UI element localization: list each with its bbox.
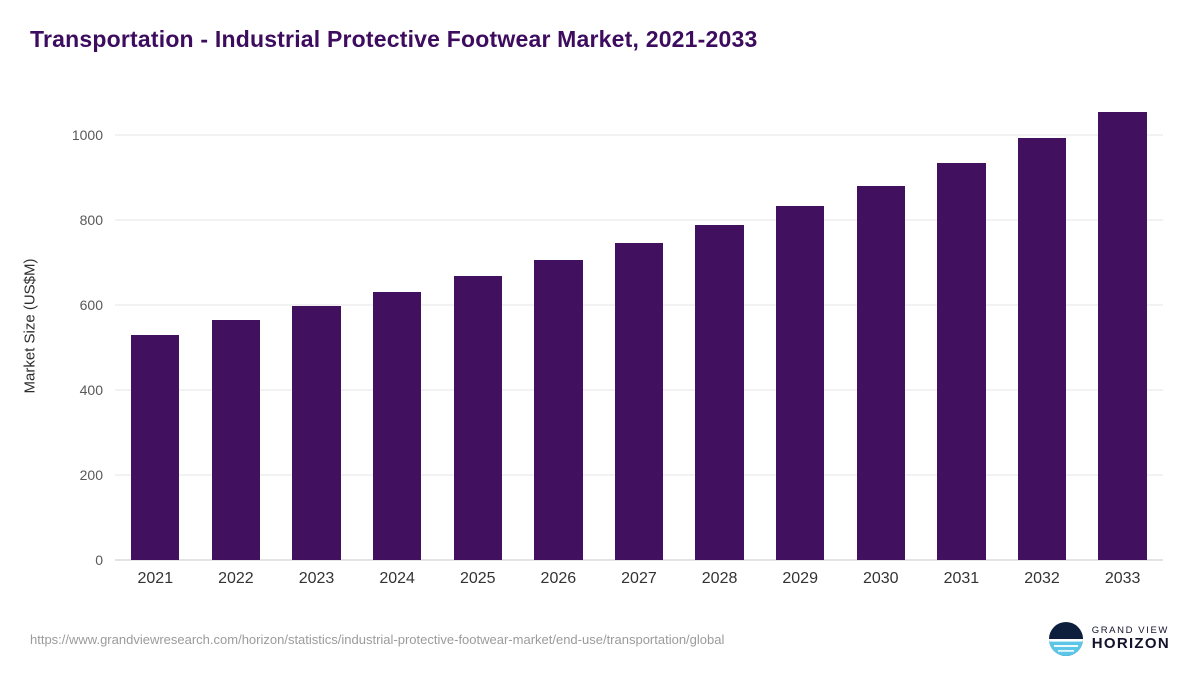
x-tick-label: 2024	[379, 570, 415, 587]
x-tick-label: 2033	[1104, 570, 1141, 587]
bar-2022	[211, 320, 261, 560]
bar-slot	[921, 93, 1002, 560]
bar-slot	[357, 93, 438, 560]
bar-2032	[1017, 138, 1067, 560]
x-labels: 2021 2022 2023 2024 2025 2026 2027 2028 2029 2030…	[115, 570, 1163, 588]
bar-slot	[1082, 93, 1163, 560]
y-tick-label: 800	[79, 212, 103, 229]
bar-2024	[372, 291, 422, 560]
bar-slot	[1002, 93, 1083, 560]
bar-slot	[437, 93, 518, 560]
logo-text-grand-view: GRAND VIEW	[1091, 624, 1169, 636]
bar-slot	[518, 93, 599, 560]
x-tick-label: 2030	[862, 570, 899, 587]
bar-2023	[292, 306, 341, 560]
y-tick-label: 0	[95, 552, 103, 568]
logo-text: GRAND VIEW HORIZON	[1091, 624, 1170, 653]
y-ticks: 0 200 400 600 800 1000	[0, 93, 103, 568]
bar-2033	[1098, 112, 1147, 560]
bar-slot	[760, 93, 841, 560]
x-axis-line	[115, 559, 1163, 561]
chart-title: Transportation - Industrial Protective F…	[30, 26, 758, 52]
bar-2027	[614, 243, 664, 560]
x-tick-label: 2029	[782, 570, 818, 587]
plot-area	[115, 93, 1163, 561]
x-tick-label: 2032	[1024, 570, 1060, 587]
bar-slot	[115, 93, 196, 560]
x-tick-label: 2023	[298, 570, 335, 587]
gridline	[115, 134, 1163, 136]
bar-slot	[599, 93, 680, 560]
bar-slot	[679, 93, 760, 560]
source-url: https://www.grandviewresearch.com/horizo…	[30, 632, 725, 647]
bar-2031	[937, 163, 986, 560]
x-tick-label: 2028	[701, 570, 738, 587]
bar-2021	[131, 335, 180, 560]
x-tick-label: 2021	[137, 570, 174, 587]
bar-slot	[840, 93, 921, 560]
x-tick-label: 2025	[459, 570, 496, 587]
bar-slot	[276, 93, 357, 560]
y-tick-label: 200	[79, 467, 103, 484]
bars	[115, 93, 1163, 560]
logo-text-horizon: HORIZON	[1091, 634, 1170, 652]
bar-2029	[776, 206, 825, 560]
bar-2025	[453, 276, 502, 560]
grand-view-horizon-logo: GRAND VIEW HORIZON	[1048, 621, 1170, 657]
x-tick-label: 2027	[621, 570, 657, 587]
bar-2028	[695, 225, 744, 560]
horizon-logo-icon	[1048, 622, 1083, 656]
gridline	[115, 219, 1163, 221]
bar-2026	[534, 260, 583, 560]
x-tick-label: 2031	[943, 570, 980, 587]
x-tick-label: 2026	[540, 570, 577, 587]
y-tick-label: 400	[79, 382, 103, 399]
bar-2030	[856, 185, 905, 560]
bar-slot	[196, 93, 277, 560]
y-tick-label: 1000	[71, 127, 103, 144]
x-tick-label: 2022	[218, 570, 254, 587]
y-tick-label: 600	[79, 297, 103, 314]
